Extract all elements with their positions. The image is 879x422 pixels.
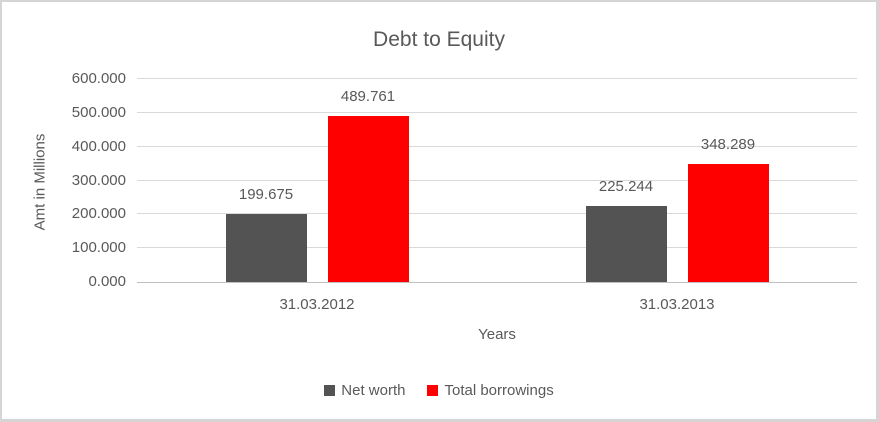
- data-label-total-borrowings-31-03-2013: 348.289: [700, 136, 756, 154]
- data-label-net-worth-31-03-2012: 199.675: [238, 186, 294, 204]
- y-tick-label-500.000: 500.000: [71, 103, 126, 121]
- y-tick-label-400.000: 400.000: [71, 137, 126, 155]
- x-category-label-31-03-2013: 31.03.2013: [639, 296, 715, 313]
- data-label-net-worth-31-03-2013: 225.244: [598, 177, 654, 195]
- legend-item-total-borrowings[interactable]: Total borrowings: [427, 382, 554, 399]
- legend-swatch-icon: [324, 385, 336, 396]
- x-category-label-31-03-2012: 31.03.2012: [279, 296, 355, 313]
- y-tick-label-200.000: 200.000: [71, 205, 126, 223]
- gridline-100.000: [137, 247, 857, 249]
- gridline-300.000: [137, 179, 857, 181]
- data-label-total-borrowings-31-03-2012: 489.761: [340, 88, 396, 106]
- bar-net-worth-31-03-2013[interactable]: [585, 205, 667, 282]
- legend-swatch-icon: [427, 385, 439, 396]
- chart-legend: Net worth Total borrowings: [2, 382, 876, 399]
- bar-total-borrowings-31-03-2012[interactable]: [327, 116, 409, 282]
- x-axis-category-labels: 31.03.2012 31.03.2013: [137, 296, 857, 316]
- gridline-200.000: [137, 213, 857, 215]
- legend-label: Net worth: [341, 382, 406, 399]
- x-axis-title: Years: [478, 326, 516, 343]
- y-tick-label-0.000: 0.000: [88, 273, 126, 290]
- legend-item-net-worth[interactable]: Net worth: [324, 382, 405, 399]
- y-tick-label-300.000: 300.000: [71, 171, 126, 189]
- bar-total-borrowings-31-03-2013[interactable]: [687, 164, 769, 282]
- legend-label: Total borrowings: [444, 382, 554, 399]
- plot-area: 199.675 489.761 225.244 348.289: [137, 78, 857, 283]
- y-axis-ticks: 0.000 100.000 200.000 300.000 400.000 500.000…: [2, 70, 126, 290]
- y-tick-label-100.000: 100.000: [71, 239, 126, 257]
- chart-title: Debt to Equity: [373, 28, 505, 51]
- gridline-500.000: [137, 111, 857, 113]
- gridline-600.000: [137, 78, 857, 79]
- y-tick-label-600.000: 600.000: [71, 70, 126, 87]
- bar-net-worth-31-03-2012[interactable]: [225, 214, 307, 282]
- gridline-400.000: [137, 145, 857, 147]
